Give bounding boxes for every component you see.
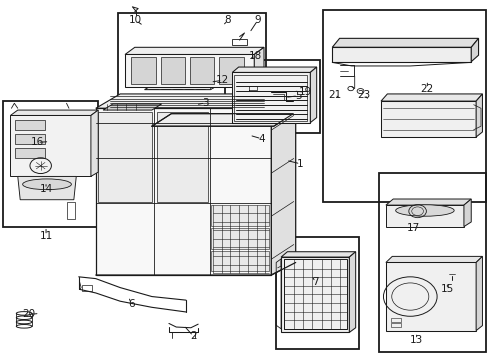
- Text: 17: 17: [406, 224, 420, 233]
- Polygon shape: [211, 206, 268, 226]
- Text: 20: 20: [22, 310, 36, 319]
- Polygon shape: [281, 252, 355, 257]
- Text: 11: 11: [40, 231, 53, 240]
- Polygon shape: [189, 57, 214, 84]
- Ellipse shape: [395, 205, 453, 216]
- Polygon shape: [18, 176, 76, 200]
- Polygon shape: [10, 110, 98, 116]
- Polygon shape: [470, 39, 478, 62]
- Polygon shape: [96, 108, 271, 275]
- Polygon shape: [463, 199, 470, 226]
- Polygon shape: [475, 94, 482, 137]
- Polygon shape: [210, 78, 222, 90]
- Text: 3: 3: [202, 98, 208, 108]
- Polygon shape: [385, 199, 470, 205]
- Text: 4: 4: [258, 134, 264, 144]
- Polygon shape: [144, 82, 222, 90]
- Text: 12: 12: [216, 75, 229, 85]
- Polygon shape: [125, 54, 254, 87]
- Text: 14: 14: [40, 184, 53, 194]
- Text: 10: 10: [129, 15, 142, 26]
- Polygon shape: [380, 101, 475, 137]
- Bar: [322, 10, 485, 202]
- Polygon shape: [98, 112, 152, 202]
- Bar: [233, 75, 306, 121]
- Bar: [276, 237, 358, 348]
- Polygon shape: [125, 47, 264, 54]
- Polygon shape: [385, 262, 475, 330]
- Text: 2: 2: [190, 331, 196, 341]
- Ellipse shape: [22, 179, 71, 190]
- Polygon shape: [96, 94, 295, 108]
- Text: 19: 19: [298, 87, 311, 97]
- Bar: [15, 148, 44, 158]
- Polygon shape: [385, 205, 463, 226]
- Bar: [66, 202, 75, 220]
- Bar: [232, 40, 246, 45]
- Polygon shape: [157, 112, 207, 202]
- Text: 18: 18: [248, 51, 262, 61]
- Text: 16: 16: [31, 138, 44, 147]
- Bar: [284, 259, 346, 329]
- Polygon shape: [380, 94, 482, 101]
- Polygon shape: [385, 256, 482, 262]
- Text: 1: 1: [297, 159, 303, 169]
- Polygon shape: [211, 251, 268, 271]
- Polygon shape: [211, 228, 268, 249]
- Polygon shape: [232, 67, 316, 72]
- Polygon shape: [310, 67, 316, 123]
- Text: 8: 8: [224, 15, 231, 26]
- Text: 23: 23: [357, 90, 370, 100]
- Bar: [224, 60, 320, 134]
- Text: 6: 6: [128, 299, 134, 309]
- Text: 9: 9: [254, 15, 261, 26]
- Polygon shape: [160, 57, 184, 84]
- Text: 22: 22: [420, 84, 433, 94]
- Polygon shape: [348, 252, 355, 332]
- Bar: [15, 134, 44, 144]
- Polygon shape: [219, 57, 243, 84]
- Bar: [390, 318, 400, 321]
- Text: 5: 5: [294, 91, 301, 101]
- Polygon shape: [10, 116, 91, 176]
- Polygon shape: [475, 256, 482, 330]
- Polygon shape: [152, 114, 293, 126]
- Polygon shape: [131, 57, 156, 84]
- Polygon shape: [331, 39, 478, 47]
- Polygon shape: [271, 94, 295, 275]
- Text: 13: 13: [409, 334, 423, 345]
- Polygon shape: [232, 72, 310, 123]
- Bar: [390, 323, 400, 327]
- Bar: [3, 101, 98, 226]
- Polygon shape: [281, 257, 348, 332]
- Polygon shape: [331, 47, 470, 62]
- Polygon shape: [254, 47, 264, 87]
- Text: 15: 15: [440, 284, 453, 294]
- Polygon shape: [91, 110, 98, 176]
- Bar: [81, 285, 92, 291]
- Text: 7: 7: [311, 277, 318, 287]
- Bar: [378, 173, 485, 352]
- Polygon shape: [103, 104, 161, 110]
- Bar: [15, 120, 44, 130]
- Text: 21: 21: [327, 90, 341, 100]
- Bar: [118, 13, 266, 160]
